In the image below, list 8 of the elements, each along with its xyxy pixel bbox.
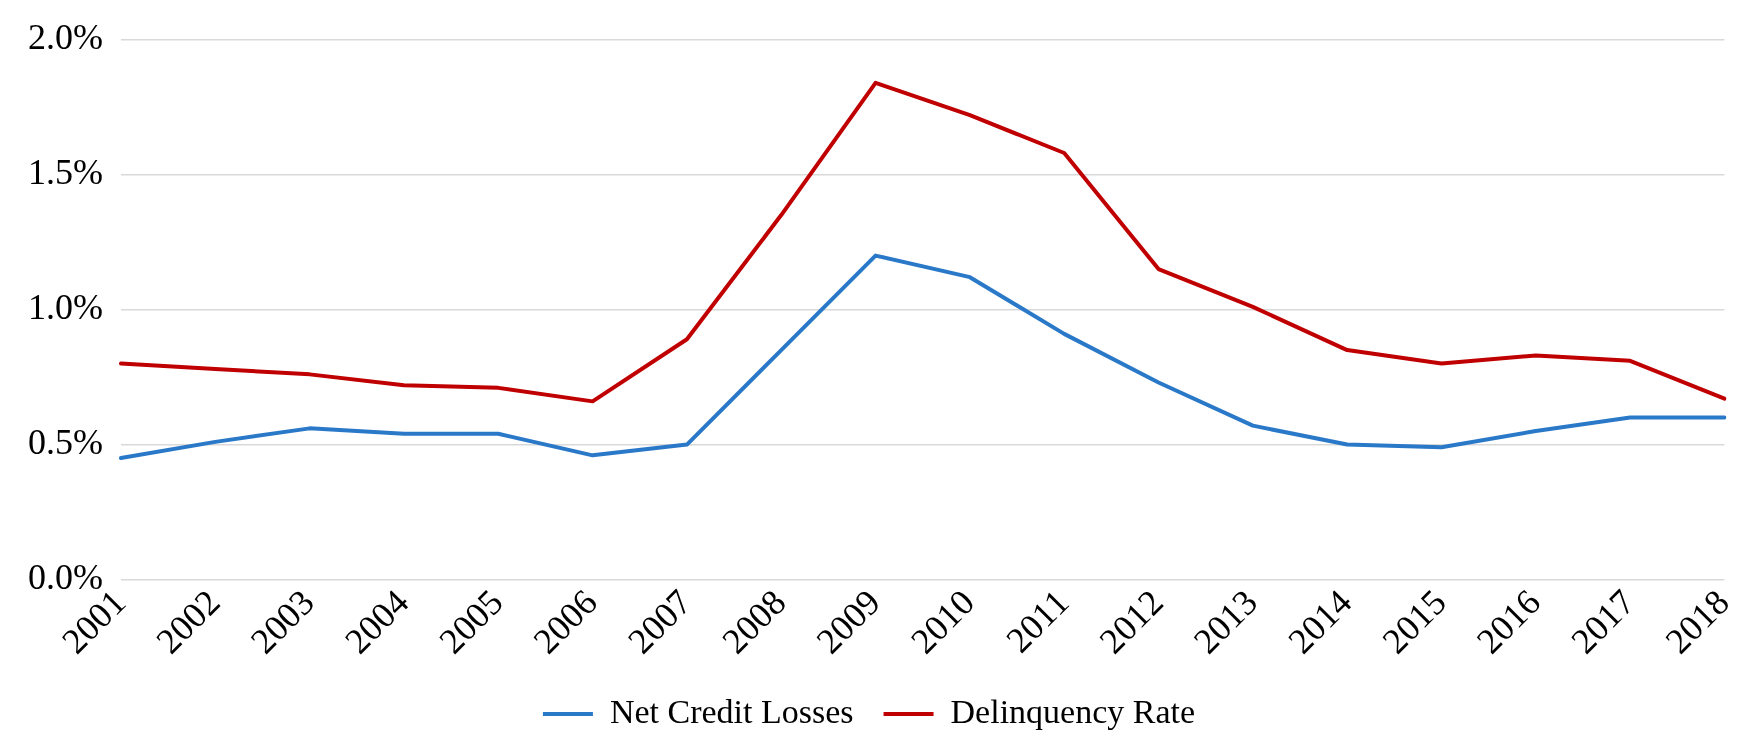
x-tick-label: 2011 [998,581,1077,661]
y-tick-label: 0.0% [27,556,103,597]
y-tick-label: 1.5% [27,152,103,193]
y-tick-label: 1.0% [27,287,103,328]
legend-label: Net Credit Losses [609,692,854,730]
y-tick-label: 0.5% [27,422,103,463]
y-tick-label: 2.0% [27,17,103,58]
legend-label: Delinquency Rate [950,692,1196,730]
